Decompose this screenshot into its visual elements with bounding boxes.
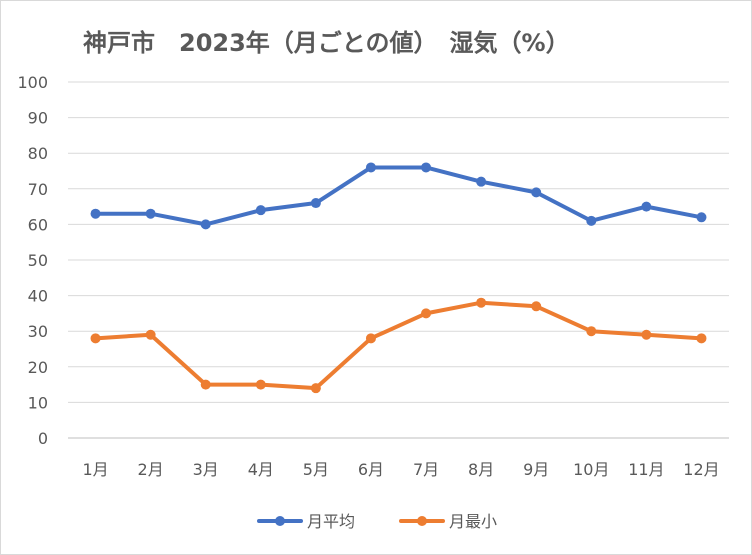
- data-point: [145, 208, 156, 219]
- x-tick-label: 9月: [523, 460, 549, 479]
- x-tick-label: 6月: [358, 460, 384, 479]
- legend: 月平均 月最小: [257, 512, 497, 531]
- data-point: [365, 333, 376, 344]
- data-point: [586, 215, 597, 226]
- data-point: [310, 383, 321, 394]
- x-tick-label: 10月: [573, 460, 609, 479]
- x-tick-label: 4月: [248, 460, 274, 479]
- y-tick-label: 0: [38, 429, 48, 448]
- data-point: [255, 205, 266, 216]
- legend-swatch-marker: [275, 516, 285, 526]
- data-point: [586, 326, 597, 337]
- y-tick-label: 90: [28, 109, 48, 128]
- data-point: [696, 333, 707, 344]
- y-tick-label: 50: [28, 251, 48, 270]
- gridlines: [68, 81, 729, 439]
- x-tick-label: 3月: [193, 460, 219, 479]
- legend-item: 月平均: [257, 512, 355, 531]
- x-tick-label: 1月: [82, 460, 108, 479]
- data-point: [476, 297, 487, 308]
- x-tick-label: 12月: [683, 460, 719, 479]
- data-point: [696, 212, 707, 223]
- legend-label: 月最小: [449, 512, 497, 531]
- y-tick-label: 30: [28, 322, 48, 341]
- series-lines: [90, 162, 707, 394]
- y-tick-label: 80: [28, 144, 48, 163]
- y-tick-label: 70: [28, 180, 48, 199]
- data-point: [531, 301, 542, 312]
- series-2: [90, 297, 707, 394]
- data-point: [641, 329, 652, 340]
- x-tick-label: 5月: [303, 460, 329, 479]
- x-axis-ticks: 1月 2月 3月 4月 5月 6月 7月 8月 9月 10月 11月 12月: [82, 460, 719, 479]
- data-point: [641, 201, 652, 212]
- data-point: [255, 379, 266, 390]
- data-point: [200, 219, 211, 230]
- y-tick-label: 20: [28, 358, 48, 377]
- data-point: [310, 198, 321, 209]
- data-point: [476, 176, 487, 187]
- chart-title: 神戸市 2023年（月ごとの値） 湿気（%）: [83, 29, 570, 57]
- series-line: [93, 300, 704, 391]
- legend-swatch-marker: [417, 516, 427, 526]
- legend-label: 月平均: [307, 512, 355, 531]
- x-tick-label: 2月: [138, 460, 164, 479]
- y-axis-ticks: 0 10 20 30 40 50 60 70 80 90 100: [17, 73, 48, 448]
- data-point: [531, 187, 542, 198]
- y-tick-label: 100: [17, 73, 48, 92]
- data-point: [90, 333, 101, 344]
- data-point: [90, 208, 101, 219]
- series-line: [93, 165, 704, 227]
- data-point: [200, 379, 211, 390]
- x-tick-label: 8月: [468, 460, 494, 479]
- data-point: [365, 162, 376, 173]
- x-tick-label: 7月: [413, 460, 439, 479]
- y-tick-label: 40: [28, 287, 48, 306]
- legend-item: 月最小: [399, 512, 497, 531]
- y-tick-label: 10: [28, 393, 48, 412]
- data-point: [421, 162, 432, 173]
- data-point: [145, 329, 156, 340]
- y-tick-label: 60: [28, 215, 48, 234]
- x-tick-label: 11月: [628, 460, 664, 479]
- data-point: [421, 308, 432, 319]
- series-1: [90, 162, 707, 230]
